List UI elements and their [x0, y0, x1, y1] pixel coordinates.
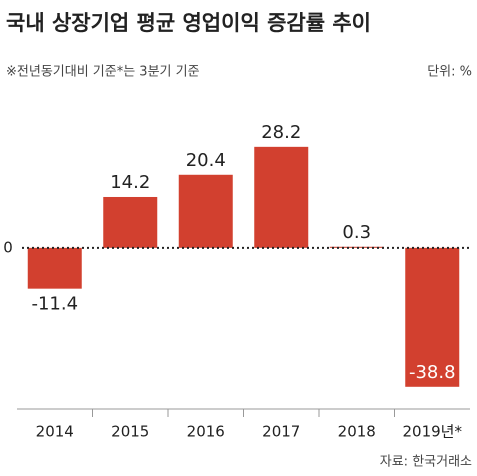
value-label: -11.4	[31, 294, 78, 315]
bar	[405, 247, 460, 387]
x-tick-label: 2017	[262, 423, 300, 441]
bar	[329, 246, 384, 248]
source-label: 자료: 한국거래소	[380, 455, 472, 470]
value-label: 20.4	[186, 150, 226, 171]
x-tick-label: 2019년*	[403, 423, 463, 441]
bar	[254, 146, 309, 248]
x-tick-label: 2014	[36, 423, 74, 441]
x-tick-label: 2015	[111, 423, 149, 441]
value-label: 0.3	[342, 222, 371, 243]
chart-subtitle: ※전년동기대비 기준*는 3분기 기준	[6, 65, 200, 80]
chart-title: 국내 상장기업 평균 영업이익 증감률 추이	[6, 11, 371, 35]
x-tick-label: 2018	[338, 423, 376, 441]
bar	[103, 196, 158, 248]
bar	[178, 174, 233, 248]
x-tick-label: 2016	[187, 423, 225, 441]
value-label: 28.2	[261, 122, 301, 143]
value-label: 14.2	[110, 172, 150, 193]
bar	[27, 247, 82, 289]
value-label: -38.8	[409, 362, 456, 383]
y-tick-label: 0	[3, 238, 13, 256]
unit-label: 단위: %	[427, 65, 472, 80]
